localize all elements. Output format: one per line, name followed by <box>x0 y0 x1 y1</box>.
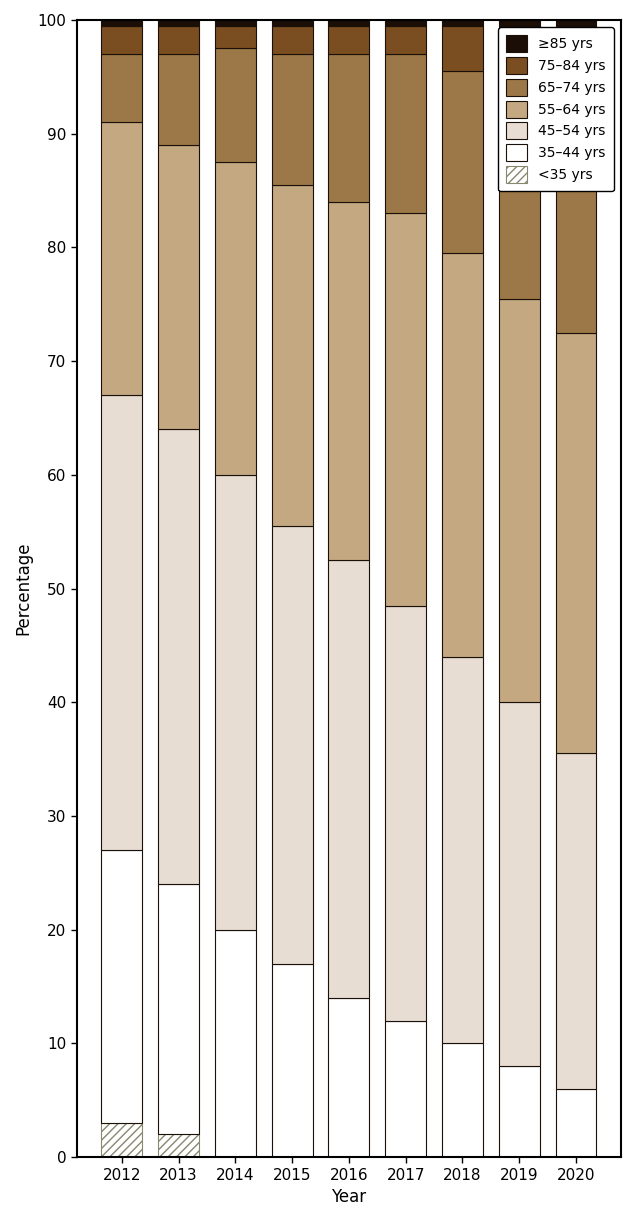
Bar <box>385 605 426 1021</box>
Bar <box>102 54 142 122</box>
Bar <box>102 122 142 395</box>
Bar <box>328 201 370 560</box>
Bar <box>215 20 256 26</box>
Bar <box>102 1124 142 1157</box>
Bar <box>442 71 483 253</box>
Bar <box>272 526 312 964</box>
Bar <box>272 26 312 54</box>
Bar <box>556 117 596 333</box>
Bar <box>272 54 312 184</box>
Bar <box>498 703 540 1066</box>
Bar <box>328 54 370 201</box>
Bar <box>498 105 540 299</box>
Bar <box>385 20 426 26</box>
Bar <box>498 1066 540 1157</box>
Bar <box>215 930 256 1157</box>
Bar <box>102 850 142 1124</box>
Bar <box>556 754 596 1089</box>
Bar <box>158 54 199 145</box>
Bar <box>272 184 312 526</box>
Bar <box>328 560 370 998</box>
Bar <box>215 26 256 49</box>
Bar <box>272 964 312 1157</box>
Bar <box>556 1089 596 1157</box>
Bar <box>158 20 199 26</box>
X-axis label: Year: Year <box>331 1188 366 1207</box>
Bar <box>272 20 312 26</box>
Bar <box>102 26 142 54</box>
Legend: ≥85 yrs, 75–84 yrs, 65–74 yrs, 55–64 yrs, 45–54 yrs, 35–44 yrs, <35 yrs: ≥85 yrs, 75–84 yrs, 65–74 yrs, 55–64 yrs… <box>498 27 614 192</box>
Bar <box>442 26 483 71</box>
Bar <box>385 54 426 214</box>
Bar <box>158 145 199 429</box>
Bar <box>442 1043 483 1157</box>
Bar <box>442 656 483 1043</box>
Bar <box>215 475 256 930</box>
Bar <box>498 20 540 32</box>
Bar <box>498 299 540 703</box>
Bar <box>328 20 370 26</box>
Bar <box>385 214 426 605</box>
Bar <box>498 32 540 105</box>
Bar <box>215 162 256 475</box>
Bar <box>328 26 370 54</box>
Bar <box>556 37 596 117</box>
Bar <box>328 998 370 1157</box>
Bar <box>158 429 199 884</box>
Bar <box>556 20 596 37</box>
Bar <box>158 1135 199 1157</box>
Y-axis label: Percentage: Percentage <box>14 542 32 636</box>
Bar <box>442 253 483 656</box>
Bar <box>158 26 199 54</box>
Bar <box>102 395 142 850</box>
Bar <box>442 20 483 26</box>
Bar <box>385 1021 426 1157</box>
Bar <box>158 884 199 1135</box>
Bar <box>102 20 142 26</box>
Bar <box>556 333 596 754</box>
Bar <box>385 26 426 54</box>
Bar <box>215 49 256 162</box>
